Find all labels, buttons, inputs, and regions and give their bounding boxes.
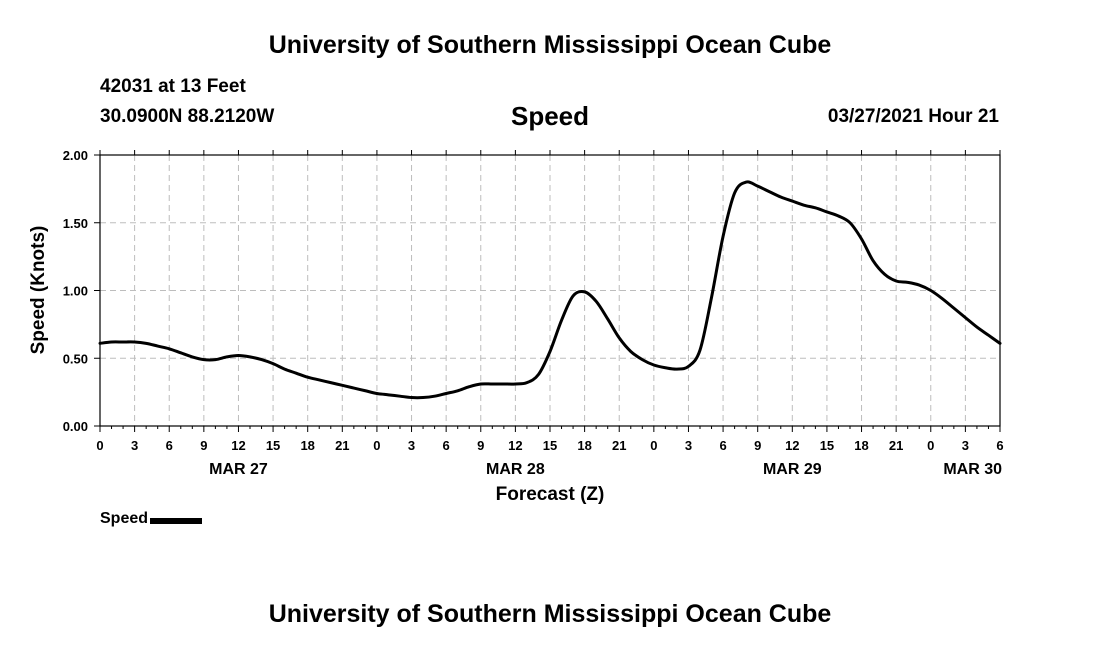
footer-title: University of Southern Mississippi Ocean… [268, 600, 832, 628]
station-coordinates: 30.0900N 88.2120W [100, 106, 275, 127]
x-tick-label: 18 [854, 438, 868, 453]
x-tick-label: 3 [131, 438, 138, 453]
x-tick-label: 6 [719, 438, 726, 453]
x-tick-label: 9 [754, 438, 761, 453]
y-tick-label: 2.00 [63, 148, 88, 163]
x-tick-label: 6 [166, 438, 173, 453]
forecast-timestamp: 03/27/2021 Hour 21 [827, 106, 999, 127]
x-tick-label: 3 [962, 438, 969, 453]
chart-grid [100, 155, 1000, 426]
x-tick-label: 21 [612, 438, 626, 453]
x-tick-label: 12 [508, 438, 522, 453]
y-tick-label: 1.50 [63, 216, 88, 231]
x-tick-label: 15 [820, 438, 834, 453]
x-tick-label: 6 [443, 438, 450, 453]
x-tick-label: 9 [200, 438, 207, 453]
x-tick-label: 0 [650, 438, 657, 453]
y-tick-labels: 0.00 0.50 1.00 1.50 2.00 [63, 148, 88, 434]
x-tick-labels: 0 3 6 9 12 15 18 21 0 3 6 9 12 15 18 21 0 3 6 9 12 15 18 21 0 3 6 [96, 438, 1003, 453]
date-label: MAR 28 [486, 461, 545, 478]
axis-ticks [94, 150, 1001, 432]
y-axis-label: Speed (Knots) [28, 226, 49, 355]
x-tick-label: 6 [996, 438, 1003, 453]
chart-title: Speed [510, 101, 590, 131]
x-tick-label: 15 [543, 438, 557, 453]
x-tick-label: 21 [889, 438, 903, 453]
x-tick-label: 3 [685, 438, 692, 453]
legend-label: Speed [100, 510, 149, 527]
x-tick-label: 18 [300, 438, 314, 453]
y-tick-label: 0.00 [63, 419, 88, 434]
date-label: MAR 29 [763, 461, 822, 478]
page-title: University of Southern Mississippi Ocean… [268, 31, 832, 59]
x-tick-label: 12 [231, 438, 245, 453]
date-label: MAR 27 [209, 461, 268, 478]
x-tick-label: 0 [96, 438, 103, 453]
x-axis-label: Forecast (Z) [496, 484, 605, 505]
y-tick-label: 1.00 [63, 284, 88, 299]
x-tick-label: 3 [408, 438, 415, 453]
x-tick-label: 21 [335, 438, 349, 453]
date-label: MAR 30 [943, 461, 1002, 478]
x-tick-label: 0 [373, 438, 380, 453]
x-tick-label: 15 [266, 438, 280, 453]
speed-series-line [98, 180, 1002, 400]
y-tick-label: 0.50 [63, 351, 88, 366]
x-tick-label: 0 [927, 438, 934, 453]
x-tick-label: 18 [577, 438, 591, 453]
legend-swatch [150, 517, 203, 524]
station-label: 42031 at 13 Feet [100, 76, 246, 97]
x-tick-label: 12 [785, 438, 799, 453]
x-tick-label: 9 [477, 438, 484, 453]
date-labels: MAR 27 MAR 28 MAR 29 MAR 30 [209, 461, 1002, 478]
legend: Speed [100, 509, 203, 529]
